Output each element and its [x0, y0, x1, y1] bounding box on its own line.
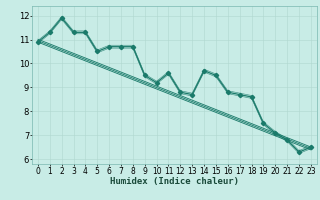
- X-axis label: Humidex (Indice chaleur): Humidex (Indice chaleur): [110, 177, 239, 186]
